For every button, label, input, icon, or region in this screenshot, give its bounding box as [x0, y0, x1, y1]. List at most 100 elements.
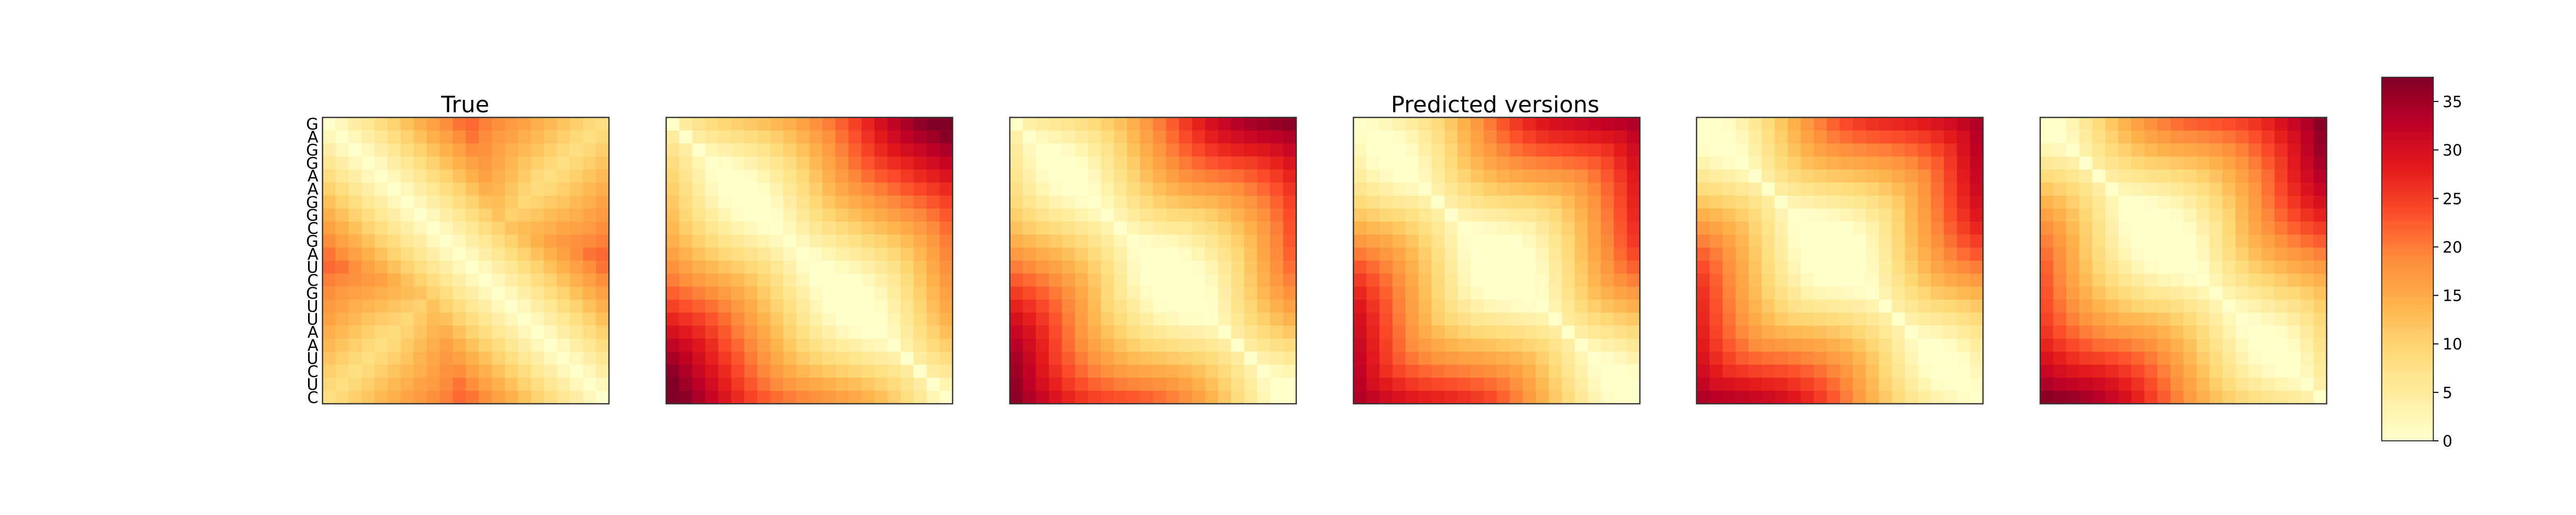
heatmap-cell [492, 390, 505, 404]
heatmap-cell [1192, 143, 1206, 157]
heatmap-cell [1114, 338, 1128, 352]
heatmap-cell [1562, 261, 1575, 274]
heatmap-cell [492, 208, 505, 222]
heatmap-cell [1166, 377, 1180, 391]
heatmap-cell [2131, 286, 2145, 300]
heatmap-cell [2079, 156, 2093, 170]
heatmap-cell [2144, 299, 2158, 313]
heatmap-cell [2183, 286, 2197, 300]
heatmap-cell [1270, 234, 1284, 248]
heatmap-cell [1957, 365, 1971, 379]
heatmap-cell [1774, 195, 1788, 209]
heatmap-cell [1497, 261, 1510, 274]
heatmap-cell [1270, 273, 1284, 287]
heatmap-cell [1761, 261, 1775, 274]
heatmap-cell [2196, 156, 2210, 170]
heatmap-cell [1431, 234, 1445, 248]
heatmap-cell [1892, 299, 1905, 313]
heatmap-cell [2079, 365, 2093, 379]
heatmap-cell [570, 208, 584, 222]
heatmap-cell [1140, 273, 1154, 287]
heatmap-cell [427, 117, 440, 131]
heatmap-cell [1892, 117, 1905, 131]
heatmap-cell [348, 286, 362, 300]
heatmap-cell [1418, 247, 1432, 261]
heatmap-cell [466, 390, 479, 404]
heatmap-cell [835, 117, 849, 131]
heatmap-cell [2170, 261, 2184, 274]
heatmap-cell [1153, 351, 1166, 365]
heatmap-cell [2287, 195, 2301, 209]
heatmap-cell [2196, 377, 2210, 391]
heatmap-cell [1709, 313, 1723, 326]
heatmap-cell [2248, 261, 2262, 274]
colorbar-gradient [2381, 77, 2434, 441]
heatmap-cell [1431, 247, 1445, 261]
heatmap-cell [1735, 286, 1749, 300]
heatmap-cell [1036, 195, 1049, 209]
heatmap-cell [1100, 273, 1114, 287]
heatmap-cell [744, 299, 758, 313]
heatmap-cell [887, 195, 901, 209]
heatmap-cell [1257, 143, 1271, 157]
heatmap-cell [2287, 130, 2301, 144]
heatmap-cell [1023, 195, 1037, 209]
heatmap-cell [1023, 156, 1037, 170]
heatmap-cell [874, 117, 888, 131]
heatmap-cell [1749, 299, 1762, 313]
heatmap-cell [2287, 390, 2301, 404]
heatmap-cell [1218, 195, 1232, 209]
heatmap-cell [1483, 313, 1497, 326]
heatmap-cell [822, 286, 836, 300]
heatmap-cell [1062, 351, 1075, 365]
heatmap-cell [1722, 273, 1736, 287]
heatmap-cell [1379, 377, 1393, 391]
heatmap-cell [2144, 143, 2158, 157]
heatmap-cell [556, 313, 570, 326]
heatmap-cell [361, 247, 375, 261]
heatmap-cell [1470, 313, 1484, 326]
heatmap-cell [1444, 377, 1458, 391]
heatmap-cell [400, 365, 414, 379]
heatmap-cell [900, 390, 914, 404]
heatmap-cell [2092, 286, 2106, 300]
heatmap-cell [1522, 169, 1536, 183]
heatmap-cell [1787, 143, 1801, 157]
heatmap-cell [1840, 247, 1853, 261]
heatmap-cell [2144, 247, 2158, 261]
heatmap-cell [1470, 169, 1484, 183]
heatmap-cell [556, 182, 570, 196]
heatmap-cell [1392, 273, 1406, 287]
heatmap-cell [596, 313, 609, 326]
heatmap-cell [1957, 313, 1971, 326]
heatmap-cell [1814, 195, 1827, 209]
heatmap-cell [692, 156, 706, 170]
heatmap-cell [1166, 143, 1180, 157]
heatmap-cell [1905, 365, 1919, 379]
heatmap-cell [466, 117, 479, 131]
heatmap-cell [1218, 299, 1232, 313]
heatmap-cell [1048, 117, 1062, 131]
heatmap-cell [822, 365, 836, 379]
heatmap-cell [2209, 299, 2223, 313]
heatmap-cell [1366, 286, 1380, 300]
heatmap-cell [1205, 365, 1218, 379]
heatmap-cell [1166, 247, 1180, 261]
heatmap-cell [2313, 169, 2327, 183]
heatmap-cell [596, 117, 609, 131]
heatmap-cell [1918, 143, 1931, 157]
heatmap-cell [2183, 299, 2197, 313]
heatmap-cell [757, 130, 771, 144]
heatmap-cell [1470, 247, 1484, 261]
heatmap-cell [335, 325, 349, 339]
heatmap-cell [544, 299, 557, 313]
heatmap-cell [822, 208, 836, 222]
heatmap-cell [1614, 299, 1628, 313]
heatmap-cell [796, 117, 810, 131]
heatmap-cell [1231, 130, 1245, 144]
heatmap-cell [2209, 143, 2223, 157]
heatmap-cell [1801, 208, 1815, 222]
heatmap-cell [1722, 313, 1736, 326]
heatmap-cell [692, 390, 706, 404]
heatmap-cell [1697, 338, 1710, 352]
